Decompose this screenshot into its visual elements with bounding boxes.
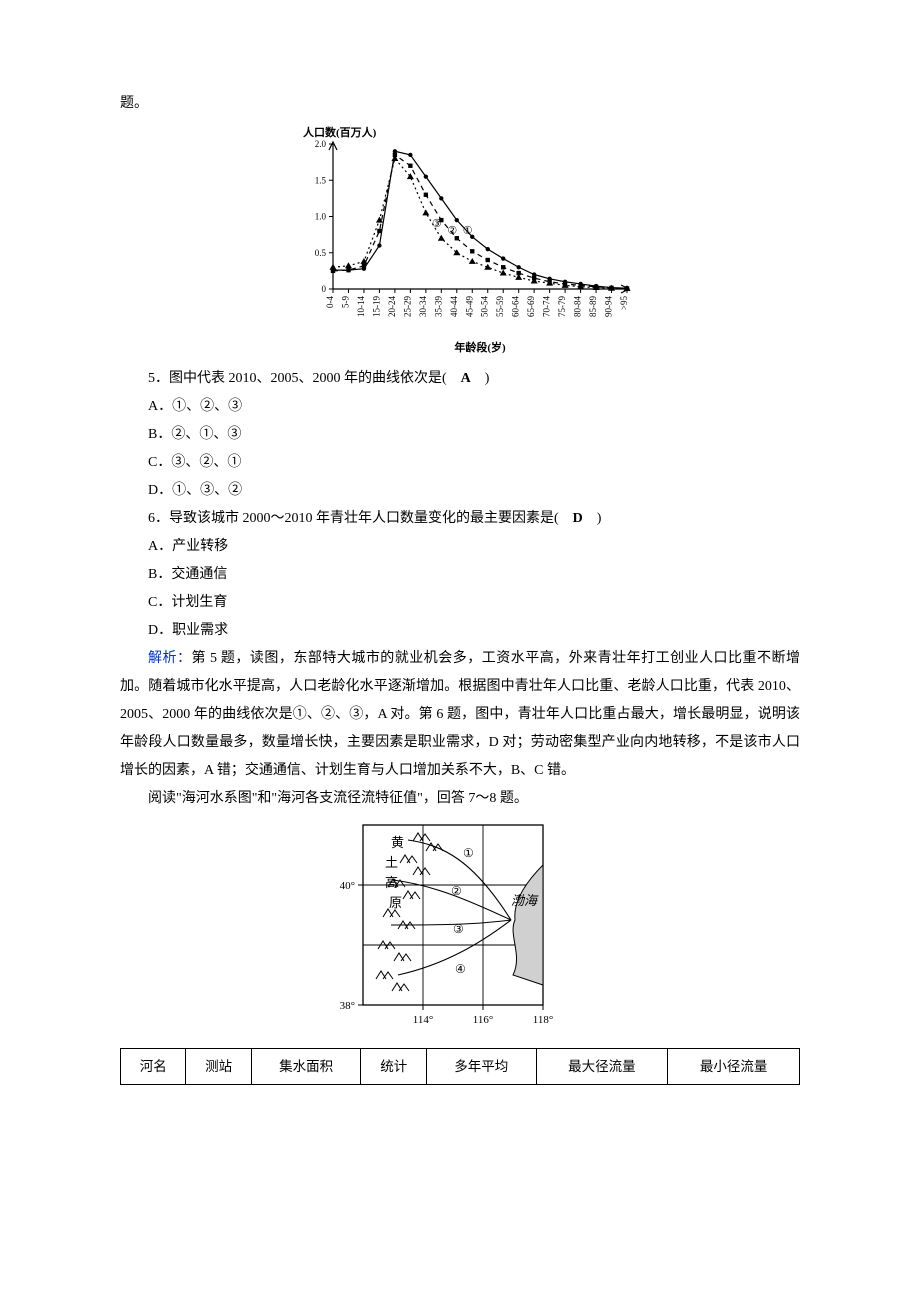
- svg-text:75-79: 75-79: [557, 296, 567, 317]
- q6-answer: D: [573, 511, 583, 526]
- svg-text:黄: 黄: [391, 835, 404, 850]
- th-multiyear-avg: 多年平均: [426, 1049, 536, 1085]
- q5-option-b: B．②、①、③: [120, 421, 800, 449]
- q6-stem: 6．导致该城市 2000～2010 年青壮年人口数量变化的最主要因素是( D ): [120, 505, 800, 533]
- svg-text:116°: 116°: [473, 1014, 494, 1026]
- svg-text:1.5: 1.5: [315, 175, 327, 185]
- q5-option-d: D．①、③、②: [120, 477, 800, 505]
- q5-stem-close: ): [471, 371, 490, 386]
- svg-text:85-89: 85-89: [588, 296, 598, 317]
- svg-text:年龄段(岁): 年龄段(岁): [454, 340, 506, 354]
- svg-text:35-39: 35-39: [433, 296, 443, 317]
- svg-text:0: 0: [322, 284, 327, 294]
- runoff-table: 河名 测站 集水面积 统计 多年平均 最大径流量 最小径流量: [120, 1048, 800, 1085]
- svg-text:①: ①: [463, 846, 474, 860]
- svg-text:25-29: 25-29: [402, 296, 412, 317]
- svg-text:2.0: 2.0: [315, 139, 327, 149]
- svg-text:55-59: 55-59: [495, 296, 505, 317]
- th-river-name: 河名: [121, 1049, 186, 1085]
- svg-text:50-54: 50-54: [480, 296, 490, 317]
- svg-text:80-84: 80-84: [573, 296, 583, 317]
- svg-text:渤海: 渤海: [511, 893, 539, 908]
- q6-option-c: C．计划生育: [120, 589, 800, 617]
- svg-text:②: ②: [447, 225, 457, 237]
- svg-text:人口数(百万人): 人口数(百万人): [303, 125, 377, 139]
- svg-text:④: ④: [455, 962, 466, 976]
- svg-text:65-69: 65-69: [526, 296, 536, 317]
- analysis-text: 第 5 题，读图，东部特大城市的就业机会多，工资水平高，外来青壮年打工创业人口比…: [120, 651, 800, 778]
- svg-text:0-4: 0-4: [325, 296, 335, 308]
- svg-text:30-34: 30-34: [418, 296, 428, 317]
- q5-answer: A: [461, 371, 471, 386]
- svg-text:>95: >95: [619, 296, 629, 311]
- svg-text:45-49: 45-49: [464, 296, 474, 317]
- q6-stem-close: ): [583, 511, 602, 526]
- svg-text:0.5: 0.5: [315, 248, 327, 258]
- svg-text:②: ②: [451, 884, 462, 898]
- svg-text:90-94: 90-94: [604, 296, 614, 317]
- svg-text:15-19: 15-19: [371, 296, 381, 317]
- th-stats: 统计: [361, 1049, 426, 1085]
- svg-text:土: 土: [385, 855, 398, 870]
- svg-text:③: ③: [432, 218, 442, 230]
- svg-text:40°: 40°: [340, 880, 355, 892]
- th-max-runoff: 最大径流量: [536, 1049, 668, 1085]
- svg-text:114°: 114°: [413, 1014, 434, 1026]
- svg-text:70-74: 70-74: [542, 296, 552, 317]
- svg-text:38°: 38°: [340, 1000, 355, 1012]
- table-header-row: 河名 测站 集水面积 统计 多年平均 最大径流量 最小径流量: [121, 1049, 800, 1085]
- svg-text:原: 原: [389, 895, 402, 910]
- q6-option-d: D．职业需求: [120, 617, 800, 645]
- svg-text:60-64: 60-64: [511, 296, 521, 317]
- svg-text:高: 高: [385, 875, 398, 890]
- svg-text:40-44: 40-44: [449, 296, 459, 317]
- q5-stem: 5．图中代表 2010、2005、2000 年的曲线依次是( A ): [120, 365, 800, 393]
- svg-text:5-9: 5-9: [340, 296, 350, 308]
- svg-text:10-14: 10-14: [356, 296, 366, 317]
- analysis-para: 解析：第 5 题，读图，东部特大城市的就业机会多，工资水平高，外来青壮年打工创业…: [120, 645, 800, 785]
- q5-stem-text: 5．图中代表 2010、2005、2000 年的曲线依次是(: [148, 371, 461, 386]
- q6-stem-text: 6．导致该城市 2000～2010 年青壮年人口数量变化的最主要因素是(: [148, 511, 573, 526]
- figure-population-chart: 0 0.5 1.0 1.5 2.0人口数(百万人) 0-4 5-9 10-14 15-19 20-…: [120, 122, 800, 357]
- q5-option-a: A．①、②、③: [120, 393, 800, 421]
- analysis-label: 解析：: [148, 651, 191, 666]
- svg-text:③: ③: [453, 922, 464, 936]
- q6-option-a: A．产业转移: [120, 533, 800, 561]
- svg-text:118°: 118°: [533, 1014, 554, 1026]
- figure-haihe-map: 40° 38° 114° 116° 118° ① ② ③ ④ 黄土高原 渤海: [120, 817, 800, 1040]
- intro-continuation: 题。: [120, 90, 800, 118]
- q5-option-c: C．③、②、①: [120, 449, 800, 477]
- q6-option-b: B．交通通信: [120, 561, 800, 589]
- th-min-runoff: 最小径流量: [668, 1049, 800, 1085]
- q78-intro: 阅读"海河水系图"和"海河各支流径流特征值"，回答 7～8 题。: [120, 785, 800, 813]
- svg-text:1.0: 1.0: [315, 212, 327, 222]
- th-catchment: 集水面积: [251, 1049, 361, 1085]
- svg-text:20-24: 20-24: [387, 296, 397, 317]
- th-station: 测站: [186, 1049, 251, 1085]
- svg-text:①: ①: [463, 225, 473, 237]
